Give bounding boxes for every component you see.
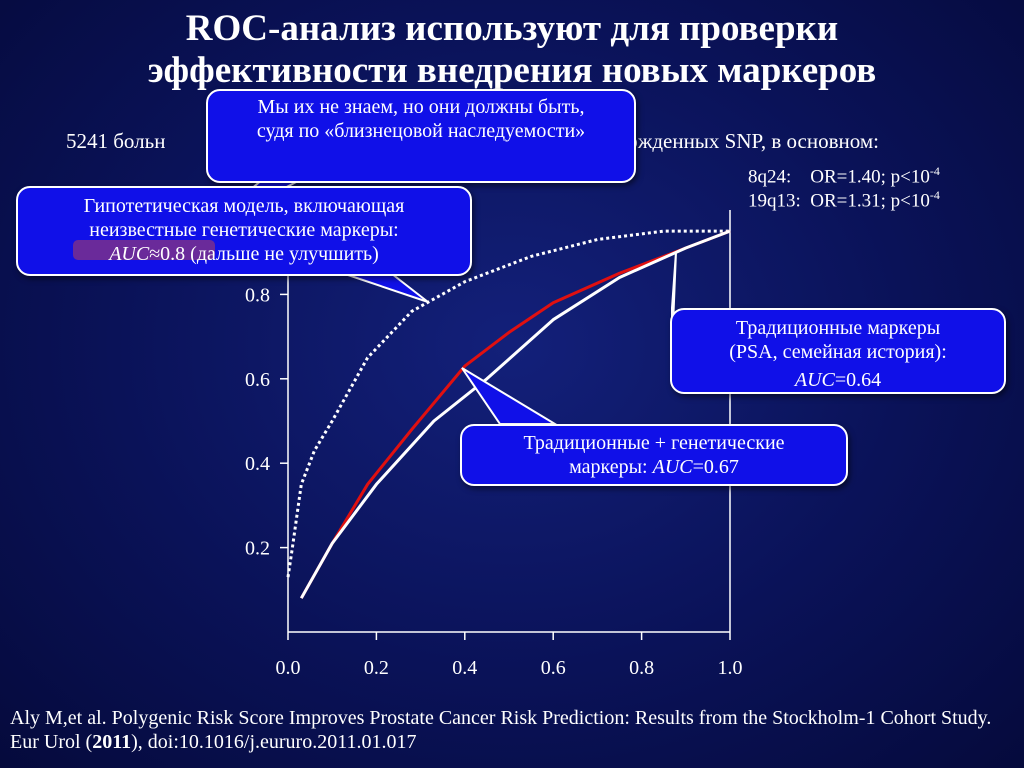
callout-trad-line-1: Традиционные маркеры [735,317,941,339]
y-tick-label: 0.8 [245,284,270,306]
snp-exp: -4 [929,188,940,202]
chart-axes [287,210,731,633]
citation-year: 2011 [92,731,132,753]
subtitle-right: ержденных SNP, в основном: [618,129,879,153]
callout-combo-pointer [461,367,559,425]
callout-traditional-markers: Традиционные маркеры (PSA, семейная исто… [670,308,1006,394]
callout-combo-line-2: маркеры: AUC=0.67 [462,455,846,479]
callout-trad-line-3: AUC=0.64 [672,368,1004,392]
citation-text: Aly M,et al. Polygenic Risk Score Improv… [10,707,992,753]
x-tick-label: 0.6 [541,657,566,679]
hypo-auc-highlight [73,240,215,260]
trad-auc-label: AUC [794,369,835,391]
x-tick-label: 1.0 [718,657,743,679]
slide-title: ROC-анализ используют для проверки эффек… [0,8,1024,92]
y-tick-label: 0.6 [245,369,270,391]
snp-or: OR=1.40; p<10 [810,166,930,188]
title-line-2: эффективности внедрения новых маркеров [147,50,877,91]
callout-combined-markers: Традиционные + генетические маркеры: AUC… [460,424,848,486]
callout-unknown-markers: Мы их не знаем, но они должны быть, судя… [206,89,636,183]
hypo-auc-value: ≈0.8 (дальше не улучшить) [149,243,379,265]
x-tick-label: 0.4 [452,657,477,679]
callout-trad-line-2: (PSA, семейная история): [729,341,947,363]
chart-ticks: 0.0 0.2 0.4 0.6 0.8 1.0 0.2 0.4 0.6 0.8 [245,284,743,679]
hypothetical-roc-curve [286,229,730,578]
x-tick-label: 0.2 [364,657,389,679]
snp-exp: -4 [929,164,940,178]
callout-hypo-line-2: неизвестные генетические маркеры: [89,219,399,241]
hypo-auc-label: AUC [109,243,150,265]
combo-text: маркеры: [569,456,648,478]
citation-tail: ), doi:10.1016/j.eururo.2011.01.017 [131,731,417,753]
callout-combo-line-1: Традиционные + генетические [523,432,785,454]
combo-auc-label: AUC [652,456,693,478]
callout-hypo-pointer [344,273,429,303]
chart-curves [286,229,731,599]
subtitle: 5241 больн ержденных SNP, в основном: [66,128,996,154]
subtitle-left: 5241 больн [66,129,166,153]
snp-19q13: 19q13: OR=1.31; p<10-4 [748,184,940,212]
trad-auc-value: =0.64 [834,369,882,391]
x-tick-label: 0.0 [276,657,301,679]
snp-8q24: 8q24: OR=1.40; p<10-4 [748,160,940,188]
snp-or: OR=1.31; p<10 [810,190,930,212]
combo-auc-value: =0.67 [692,456,739,478]
callout-hypothetical-model: Гипотетическая модель, включающая неизве… [16,186,472,276]
callout-hypo-line-1: Гипотетическая модель, включающая [83,195,405,217]
title-line-1: ROC-анализ используют для проверки [185,8,839,49]
x-tick-label: 0.8 [629,657,654,679]
snp-locus: 19q13: [748,190,801,212]
callout-unknown-text: Мы их не знаем, но они должны быть, судя… [256,96,586,142]
citation: Aly M,et al. Polygenic Risk Score Improv… [10,706,1010,754]
combined-roc-curve [299,229,731,599]
callout-hypo-line-3: AUC≈0.8 (дальше не улучшить) [18,240,470,266]
y-tick-label: 0.4 [245,453,270,475]
traditional-roc-curve [299,229,731,599]
y-tick-label: 0.2 [245,538,270,560]
snp-locus: 8q24: [748,166,792,188]
